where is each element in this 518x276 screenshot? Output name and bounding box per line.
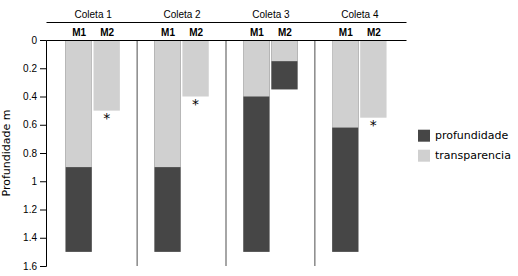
tick-label: 0.4 <box>23 91 37 102</box>
tick: M2 <box>189 27 203 38</box>
tick-label: Coleta 3 <box>252 9 290 20</box>
tick: M1 <box>72 27 86 38</box>
tick-mark <box>40 68 46 69</box>
group-divider <box>137 40 138 266</box>
tick-label: M1 <box>339 27 353 38</box>
tick-label: M2 <box>367 27 381 38</box>
annotation: * <box>103 110 110 126</box>
tick-label: Coleta 4 <box>341 9 379 20</box>
tick-label: 1.4 <box>23 232 37 243</box>
legend-label: profundidade <box>435 129 509 142</box>
bar <box>154 40 180 252</box>
tick-label: 0.8 <box>23 148 37 159</box>
bar <box>154 40 180 167</box>
axis-line <box>47 40 407 41</box>
bar <box>65 40 91 252</box>
tick-label: M2 <box>278 27 292 38</box>
bar-label-axis: M1 M2 M1 M2 M1 M2 M1 M2 <box>47 27 407 41</box>
tick-mark <box>40 153 46 154</box>
axis-title: Profundidade m <box>0 110 13 197</box>
tick: 0.4 <box>23 91 46 102</box>
legend-item: transparencia <box>418 149 511 162</box>
legend-swatch <box>418 130 430 142</box>
tick: Coleta 4 <box>341 9 379 20</box>
bar <box>360 40 386 118</box>
tick-label: 0.6 <box>23 119 37 130</box>
tick-mark <box>40 125 46 126</box>
tick-mark <box>40 266 46 267</box>
tick: 1.4 <box>23 232 46 243</box>
tick-label: 1 <box>31 176 37 187</box>
group-divider <box>314 40 315 266</box>
group-divider <box>226 40 227 266</box>
tick: M1 <box>339 27 353 38</box>
tick: 0.6 <box>23 119 46 130</box>
y-axis: 0 0.2 0.4 0.6 0.8 1 1.2 1.4 1.6 <box>23 35 46 272</box>
tick-label: 1.6 <box>23 261 37 272</box>
bar <box>332 40 358 252</box>
tick: Coleta 2 <box>163 9 201 20</box>
tick: 1.6 <box>23 261 46 272</box>
tick-label: 0 <box>31 35 37 46</box>
tick-label: M1 <box>250 27 264 38</box>
tick: M2 <box>367 27 381 38</box>
tick-label: Coleta 1 <box>75 9 113 20</box>
tick-mark <box>40 40 46 41</box>
tick-label: Coleta 2 <box>163 9 201 20</box>
tick-label: M2 <box>100 27 114 38</box>
legend: profundidade transparencia <box>418 129 511 162</box>
tick-label: 0.2 <box>23 63 37 74</box>
bar <box>182 40 208 97</box>
tick-mark <box>40 181 46 182</box>
tick-label: M1 <box>161 27 175 38</box>
legend-swatch <box>418 150 430 162</box>
tick-label: M1 <box>72 27 86 38</box>
bar <box>271 40 297 61</box>
tick-label: M2 <box>189 27 203 38</box>
axis-line <box>47 22 407 23</box>
tick-mark <box>40 238 46 239</box>
axis-line <box>40 41 47 267</box>
legend-label: transparencia <box>435 149 511 162</box>
bar <box>271 40 297 89</box>
tick: M2 <box>100 27 114 38</box>
bar <box>243 40 269 252</box>
bar <box>332 40 358 128</box>
tick: Coleta 3 <box>252 9 290 20</box>
group-label-axis: Coleta 1 Coleta 2 Coleta 3 Coleta 4 <box>47 9 407 23</box>
tick: 1.2 <box>23 204 46 215</box>
tick-label: 1.2 <box>23 204 37 215</box>
tick: 0 <box>31 35 46 46</box>
tick: 0.2 <box>23 63 46 74</box>
legend-item: profundidade <box>418 129 509 142</box>
tick: M1 <box>250 27 264 38</box>
tick: Coleta 1 <box>75 9 113 20</box>
chart: 00.20.40.60.811.21.41.6Profundidade mM1M… <box>0 0 518 276</box>
annotation: * <box>192 96 199 112</box>
tick: 1 <box>31 176 46 187</box>
bar <box>243 40 269 97</box>
tick-mark <box>40 210 46 211</box>
tick: 0.8 <box>23 148 46 159</box>
tick-mark <box>40 97 46 98</box>
tick: M1 <box>161 27 175 38</box>
tick: M2 <box>278 27 292 38</box>
annotation: * <box>370 117 377 133</box>
plot: 00.20.40.60.811.21.41.6Profundidade mM1M… <box>0 9 511 272</box>
bar <box>94 40 120 111</box>
bar <box>65 40 91 167</box>
